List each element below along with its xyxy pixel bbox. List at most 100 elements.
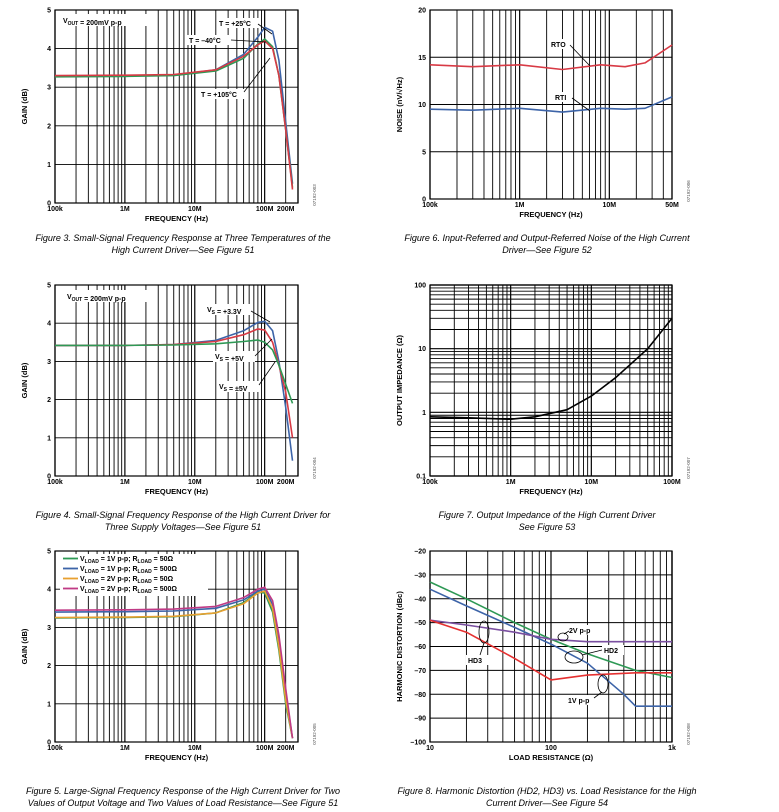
figure-caption: Figure 3. Small-Signal Frequency Respons…	[35, 233, 330, 243]
figure-caption: Figure 5. Large-Signal Frequency Respons…	[26, 786, 340, 796]
chart-fig7: 100k 1M 10M 100M 0.1 1 10 100 FREQUENCY (Hz) OUTP…	[395, 283, 691, 533]
series-line-v-load-2v-p-p-r-load-500-	[54, 586, 294, 739]
x-tick-label: 100M	[256, 206, 274, 213]
x-axis-label: LOAD RESISTANCE (Ω)	[509, 753, 594, 762]
leader-line	[571, 97, 591, 112]
plot-frame	[54, 9, 299, 204]
figure-caption: Values of Output Voltage and Two Values …	[28, 798, 339, 808]
annotation: VS = ±5V	[219, 384, 248, 393]
label-box	[602, 645, 624, 655]
text-run: = 50Ω	[152, 556, 174, 563]
chart-fig4: 100k 1M 10M 100M 200M 0 1 2 3 4 5 FREQUENCY (Hz) GAI…	[20, 283, 331, 533]
label-box	[553, 92, 573, 102]
x-tick-label: 1M	[120, 479, 130, 486]
text-run: V	[80, 586, 85, 593]
y-axis-label: GAIN (dB)	[20, 362, 29, 398]
series-line-v-s-5v	[55, 339, 294, 404]
text-run: V	[80, 556, 85, 563]
chart-fig8: 10 100 1k –100 –90 –80 –70 –60 –50 –40 –30 –20 LOAD …	[395, 549, 697, 809]
x-tick-label: 1M	[506, 479, 516, 486]
text-run: V	[67, 294, 72, 301]
y-tick-label: –50	[414, 620, 426, 627]
leader-line	[563, 630, 570, 635]
figure-caption: Figure 8. Harmonic Distortion (HD2, HD3)…	[397, 786, 696, 796]
chart-fig3: 100k 1M 10M 100M 200M 0 1 2 3 4 5 FREQUENCY (Hz) GAI…	[20, 8, 331, 256]
label-box	[199, 89, 245, 99]
y-tick-label: 5	[47, 8, 51, 15]
text-run: = 500Ω	[152, 586, 178, 593]
y-tick-label: –100	[410, 740, 426, 747]
y-tick-label: 2	[47, 123, 51, 130]
leader-line	[569, 44, 591, 67]
label-box	[566, 695, 596, 705]
y-tick-label: 2	[47, 397, 51, 404]
leader-line	[258, 361, 276, 386]
x-axis-label: FREQUENCY (Hz)	[519, 210, 583, 219]
y-axis-label: GAIN (dB)	[20, 628, 29, 664]
legend-entry: VLOAD = 2V p-p; RLOAD = 50Ω	[80, 576, 173, 585]
annotation: RTI	[555, 95, 566, 102]
figure-code: 07192-006	[686, 180, 691, 202]
grid	[429, 284, 673, 477]
y-tick-label: –20	[414, 549, 426, 556]
x-tick-label: 100M	[256, 479, 274, 486]
figure-code: 07192-007	[686, 457, 691, 479]
x-tick-label: 10M	[188, 745, 202, 752]
figure-caption: Figure 6. Input-Referred and Output-Refe…	[404, 233, 690, 243]
y-tick-label: 5	[47, 549, 51, 556]
subscript: LOAD	[138, 569, 153, 575]
y-tick-label: –90	[414, 716, 426, 723]
figure-code: 07192-004	[312, 457, 317, 479]
grid	[54, 9, 299, 204]
subscript: S	[224, 387, 228, 393]
x-tick-label: 10M	[585, 479, 599, 486]
plot-frame	[54, 284, 299, 477]
x-axis-label: FREQUENCY (Hz)	[145, 753, 209, 762]
series-line-hd3-1v-p-p	[429, 619, 672, 681]
label-box	[217, 381, 259, 392]
figure-caption: Current Driver—See Figure 54	[486, 798, 608, 808]
subscript: LOAD	[85, 569, 100, 575]
label-box	[466, 655, 490, 665]
label-box	[217, 18, 259, 28]
x-tick-label: 10M	[603, 202, 617, 209]
y-tick-label: –60	[414, 644, 426, 651]
subscript: LOAD	[85, 589, 100, 595]
x-tick-label: 50M	[665, 202, 679, 209]
text-run: V	[80, 576, 85, 583]
annotation-ellipse	[597, 674, 609, 694]
leader-line	[254, 338, 273, 357]
x-tick-label: 10M	[188, 479, 202, 486]
y-tick-label: 0	[422, 197, 426, 204]
text-run: = 200mV p-p	[78, 20, 121, 27]
subscript: LOAD	[138, 559, 153, 565]
x-tick-label: 100k	[422, 202, 438, 209]
text-run: = 500Ω	[152, 566, 178, 573]
chart-fig6: 100k 1M 10M 50M 0 5 10 15 20 FREQUENCY (Hz) NOISE …	[395, 8, 691, 256]
text-run: V	[80, 566, 85, 573]
subscript: OUT	[72, 297, 83, 303]
figure-caption: High Current Driver—See Figure 51	[111, 245, 254, 255]
figure-caption: Driver—See Figure 52	[502, 245, 592, 255]
y-axis-label: HARMONIC DISTORTION (dBc)	[395, 591, 404, 702]
leader-line	[230, 39, 267, 43]
plot-frame	[429, 9, 673, 200]
plot-frame	[429, 284, 673, 477]
x-tick-label: 1k	[668, 745, 676, 752]
x-tick-label: 100M	[256, 745, 274, 752]
leader-line	[257, 23, 273, 35]
y-tick-label: 3	[47, 359, 51, 366]
y-tick-label: 5	[47, 283, 51, 290]
x-tick-label: 10	[426, 745, 434, 752]
y-tick-label: 0	[47, 474, 51, 481]
annotation: RTO	[551, 42, 566, 49]
leader-line	[581, 649, 603, 656]
x-tick-label: 100M	[663, 479, 681, 486]
x-tick-label: 100k	[47, 206, 63, 213]
series-line-z-out	[429, 317, 673, 421]
leader-line	[593, 691, 603, 699]
series-line-rto	[429, 44, 673, 71]
subscript: LOAD	[138, 579, 153, 585]
subscript: LOAD	[85, 559, 100, 565]
